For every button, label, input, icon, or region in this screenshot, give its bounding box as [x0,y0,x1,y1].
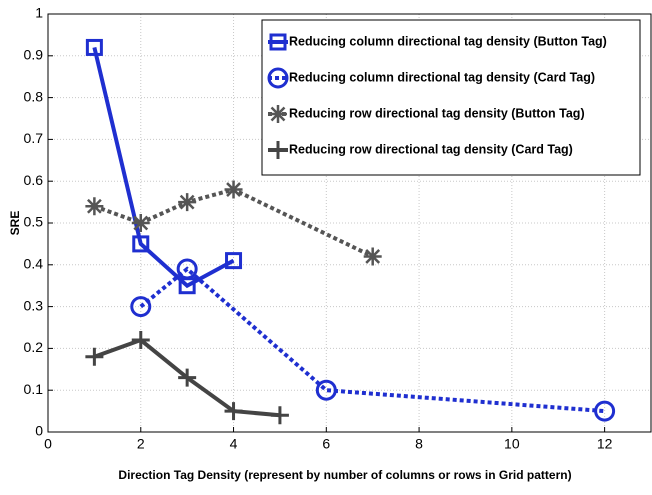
marker [363,247,382,266]
y-axis-label: SRE [8,211,22,236]
x-tick-label: 2 [137,436,145,452]
x-tick-label: 10 [504,436,520,452]
marker [178,368,197,387]
marker [178,193,197,212]
y-tick-label: 1 [35,5,43,21]
y-tick-label: 0 [35,423,43,439]
marker [224,180,243,199]
marker [267,67,289,89]
legend-label: Reducing row directional tag density (Ca… [289,142,573,156]
x-axis-label: Direction Tag Density (represent by numb… [118,468,571,482]
marker [225,252,243,270]
marker [269,33,287,51]
y-tick-label: 0.7 [24,130,44,146]
series-line [139,266,605,414]
marker [131,331,150,350]
plot-frame [47,13,652,433]
marker [594,400,616,422]
y-tick-label: 0.8 [24,88,44,104]
x-tick-label: 0 [44,436,52,452]
marker [85,197,104,216]
marker [269,105,287,123]
x-tick-label: 8 [415,436,423,452]
y-tick-label: 0.2 [24,339,44,355]
marker [269,141,287,159]
legend-box [261,19,641,176]
marker [85,38,103,56]
marker [315,379,337,401]
legend-label: Reducing column directional tag density … [289,70,595,84]
y-tick-label: 0.4 [24,256,44,272]
marker [132,235,150,253]
x-tick-label: 12 [597,436,613,452]
marker [176,258,198,280]
marker [131,214,150,232]
series-line [92,46,235,289]
marker [130,296,152,318]
y-tick-label: 0.6 [24,172,44,188]
y-tick-label: 0.3 [24,297,44,313]
y-tick-label: 0.9 [24,47,44,63]
y-tick-label: 0.5 [24,214,44,230]
marker [224,402,243,421]
marker [85,347,104,366]
y-tick-label: 0.1 [24,381,44,397]
legend-label: Reducing column directional tag density … [289,34,607,48]
x-tick-label: 6 [322,436,330,452]
x-tick-label: 4 [230,436,238,452]
marker [270,406,289,425]
legend-label: Reducing row directional tag density (Bu… [289,106,585,120]
